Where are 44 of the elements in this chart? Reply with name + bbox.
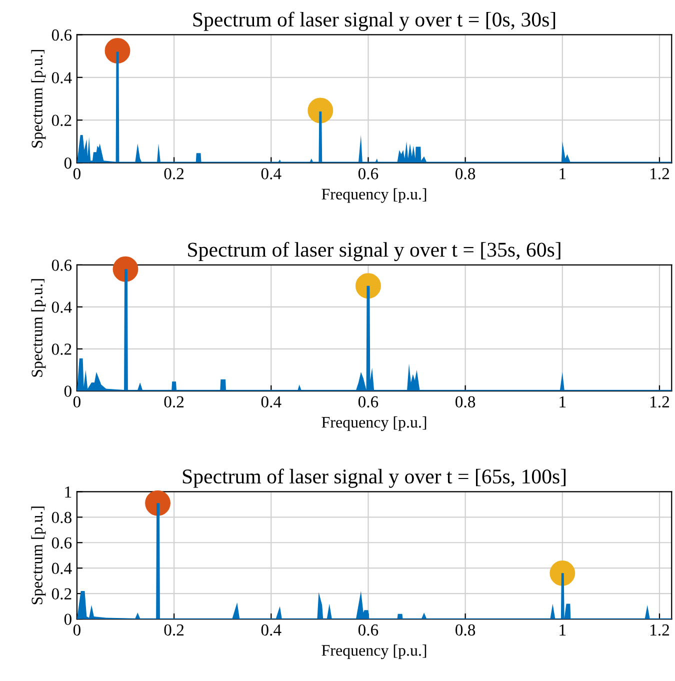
x-tick-label: 1.2: [650, 624, 669, 636]
chart-title: Spectrum of laser signal y over t = [35s, 60s]: [188, 242, 560, 262]
x-tick-label: 1: [560, 168, 566, 180]
x-tick-label: 0.2: [164, 624, 184, 636]
y-tick-label: 0.2: [52, 344, 72, 355]
x-tick-label: 0.4: [261, 396, 282, 408]
y-tick-label: 0.6: [52, 537, 72, 549]
y-tick-label: 0.4: [52, 302, 72, 313]
y-axis-title: Spectrum [p.u.]: [31, 279, 46, 377]
y-tick-label: 0.6: [52, 260, 72, 271]
y-tick-label: 0.2: [52, 114, 72, 126]
y-tick-label: 0: [64, 386, 72, 397]
x-tick-label: 0.4: [261, 624, 282, 636]
y-tick-label: 0.4: [52, 72, 72, 84]
x-tick-label: 0: [73, 624, 80, 636]
x-axis-title: Frequency [p.u.]: [322, 416, 426, 431]
y-tick-label: 0.2: [52, 588, 72, 600]
x-tick-label: 1.2: [650, 168, 669, 180]
x-axis-title: Frequency [p.u.]: [322, 188, 426, 203]
chart-title: Spectrum of laser signal y over t = [0s, 30s]: [193, 12, 556, 31]
x-tick-label: 1.2: [650, 396, 669, 408]
y-tick-label: 0.8: [52, 512, 72, 524]
y-tick-label: 0: [64, 157, 72, 169]
x-tick-label: 0.8: [456, 396, 476, 408]
x-tick-label: 0.6: [358, 168, 378, 180]
x-tick-label: 1: [560, 624, 566, 636]
x-tick-label: 0.6: [358, 624, 378, 636]
y-axis-title: Spectrum [p.u.]: [31, 506, 46, 604]
x-tick-label: 0.2: [164, 396, 184, 408]
y-tick-label: 0: [64, 614, 72, 625]
x-tick-label: 1: [560, 396, 566, 408]
x-tick-label: 0.8: [456, 168, 476, 180]
x-tick-label: 0.4: [261, 168, 282, 180]
x-tick-label: 0: [73, 396, 80, 408]
y-tick-label: 1: [65, 486, 72, 498]
y-axis-title: Spectrum [p.u.]: [31, 50, 46, 148]
y-tick-label: 0.4: [52, 562, 72, 574]
x-axis-title: Frequency [p.u.]: [322, 644, 426, 660]
x-tick-label: 0: [73, 168, 80, 180]
x-tick-label: 0.6: [358, 396, 378, 408]
x-tick-label: 0.2: [164, 168, 184, 180]
x-tick-label: 0.8: [456, 624, 476, 636]
y-tick-label: 0.6: [52, 29, 72, 41]
chart-title: Spectrum of laser signal y over t = [65s, 100s]: [182, 468, 566, 488]
